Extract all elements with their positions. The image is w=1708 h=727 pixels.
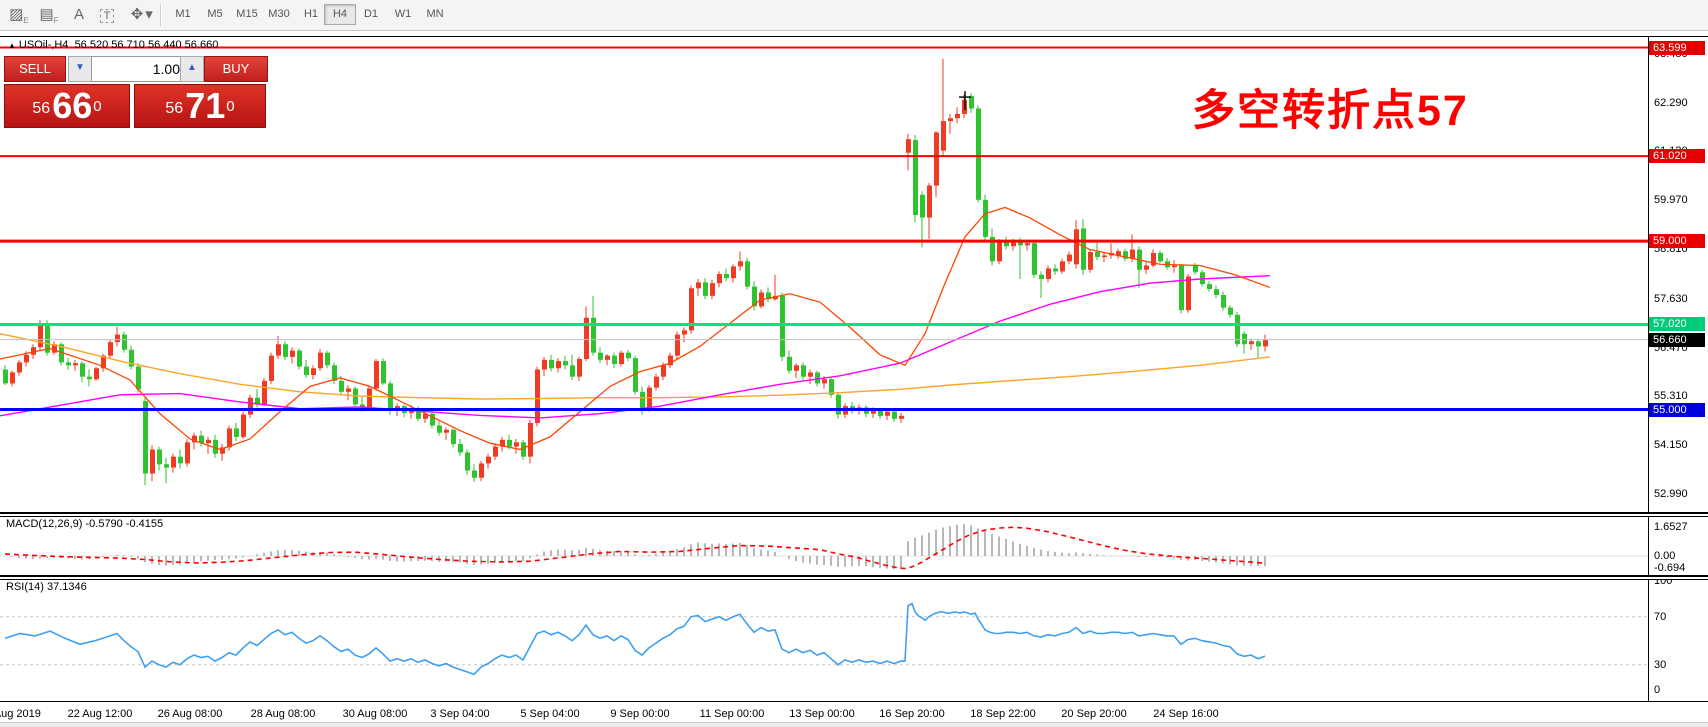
tab-h4[interactable]: H4 [324,4,356,25]
tab-m15[interactable]: M15 [236,8,258,20]
price-badge-56.660: 56.660 [1649,332,1705,347]
sell-price-big: 66 [52,85,93,126]
toolbar-separator [160,4,162,26]
text-box-icon[interactable]: T [94,3,120,27]
volume-input[interactable] [91,56,187,82]
price-badge-57.020: 57.020 [1649,317,1705,332]
time-axis-label: 20 Sep 20:00 [1061,708,1127,720]
sell-price-tile[interactable]: 56 66 0 [4,84,130,128]
macd-scale-label: 0.00 [1654,550,1676,562]
buy-price-tile[interactable]: 56 71 0 [134,84,266,128]
shapes-tool-icon[interactable]: ✥ [130,6,144,23]
price-chart[interactable] [0,0,1648,722]
time-axis-label: 16 Sep 20:00 [879,708,945,720]
tab-m30[interactable]: M30 [268,8,290,20]
time-axis-label: 30 Aug 08:00 [342,708,408,720]
price-badge-63.599: 63.599 [1649,40,1705,55]
rsi-label: RSI(14) 37.1346 [6,581,87,593]
rsi-scale-label: 70 [1654,610,1667,623]
time-axis-label: 9 Sep 00:00 [610,708,670,720]
price-tick-label: 59.970 [1654,194,1688,207]
time-axis: 20 Aug 2019 22 Aug 12:00 26 Aug 08:00 28 Au… [0,701,1708,723]
time-axis-label: 18 Sep 22:00 [970,708,1036,720]
chart-title: ▲ USOil-,H4 56.520 56.710 56.440 56.660 [8,39,218,51]
price-tick-label: 62.290 [1654,96,1688,109]
price-tick-label: 54.150 [1654,439,1688,452]
tab-d1[interactable]: D1 [363,8,379,20]
window-bottom-strip [0,722,1708,727]
sell-price-sup: 0 [93,98,102,115]
grid-icon[interactable]: ▤F [39,6,59,25]
buy-price-big: 71 [185,85,226,126]
buy-button[interactable]: BUY [204,56,268,82]
tab-w1[interactable]: W1 [394,8,412,20]
tab-m5[interactable]: M5 [207,8,223,20]
price-axis-border [1648,36,1649,701]
price-badge-55.000: 55.000 [1649,402,1705,417]
price-badge-59.000: 59.000 [1649,234,1705,249]
macd-scale-label: -0.694 [1654,562,1686,575]
volume-up-button[interactable]: ▲ [180,56,204,82]
dropdown-caret-icon[interactable]: ▾ [145,6,153,23]
text-label-icon[interactable]: A [73,6,84,23]
price-tick-label: 55.310 [1654,390,1688,403]
chart-text-annotation: 多空转折点57 [1192,87,1469,135]
rsi-scale-label: 0 [1654,684,1661,696]
macd-label: MACD(12,26,9) -0.5790 -0.4155 [6,518,164,530]
tab-m1[interactable]: M1 [175,8,191,20]
symbol-period: USOil-,H4 [18,39,69,51]
collapse-arrow-icon[interactable]: ▲ [8,41,16,50]
hatch-pen-icon[interactable]: ▨E [9,6,29,25]
time-axis-label: 24 Sep 16:00 [1153,708,1219,720]
time-axis-label: 13 Sep 00:00 [789,708,855,720]
volume-down-button[interactable]: ▼ [68,56,92,82]
time-axis-label: 5 Sep 04:00 [520,708,580,720]
price-tick-label: 52.990 [1654,488,1688,501]
time-axis-label: 3 Sep 04:00 [430,708,490,720]
time-axis-label: 20 Aug 2019 [0,708,41,720]
price-tick-label: 57.630 [1654,292,1688,305]
price-badge-61.020: 61.020 [1649,149,1705,164]
buy-price-small: 56 [165,100,184,117]
sell-price-small: 56 [32,100,51,117]
rsi-scale-label: 30 [1654,658,1667,671]
time-axis-label: 26 Aug 08:00 [157,708,223,720]
ohlc-values: 56.520 56.710 56.440 56.660 [74,39,219,51]
tab-mn[interactable]: MN [426,8,444,20]
time-axis-label: 11 Sep 00:00 [699,708,765,720]
macd-panel-separator[interactable] [0,512,1708,517]
toolbar: ▨E ▤F A T ✥ ▾ M1 M5 M15 M30 H1 H4 D1 W1 … [0,0,1708,31]
time-axis-label: 22 Aug 12:00 [67,708,133,720]
sell-button[interactable]: SELL [4,56,66,82]
time-axis-label: 28 Aug 08:00 [250,708,316,720]
rsi-panel-separator[interactable] [0,575,1708,580]
tab-h1[interactable]: H1 [303,8,319,20]
chart-top-border [0,36,1708,37]
buy-price-sup: 0 [226,98,235,115]
macd-scale-label: 1.6527 [1654,521,1688,534]
